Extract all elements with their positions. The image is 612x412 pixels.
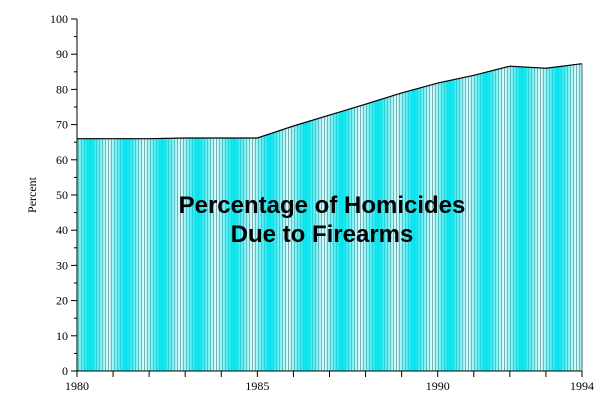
x-tick-label: 1985	[245, 379, 269, 393]
y-axis-label: Percent	[25, 176, 39, 213]
y-tick-label: 70	[56, 118, 68, 132]
y-tick-label: 60	[56, 153, 68, 167]
y-tick-label: 100	[50, 12, 68, 26]
y-tick-label: 0	[62, 364, 68, 378]
y-tick-label: 20	[56, 294, 68, 308]
x-tick-label: 1980	[65, 379, 89, 393]
y-tick-label: 80	[56, 82, 68, 96]
y-tick-label: 10	[56, 329, 68, 343]
y-tick-label: 40	[56, 223, 68, 237]
y-tick-label: 30	[56, 258, 68, 272]
x-tick-label: 1994	[570, 379, 594, 393]
x-tick-label: 1990	[426, 379, 450, 393]
chart-title-line-1: Percentage of Homicides	[179, 192, 466, 219]
y-tick-label: 50	[56, 188, 68, 202]
chart-title-line-2: Due to Firearms	[231, 221, 414, 248]
y-tick-label: 90	[56, 47, 68, 61]
